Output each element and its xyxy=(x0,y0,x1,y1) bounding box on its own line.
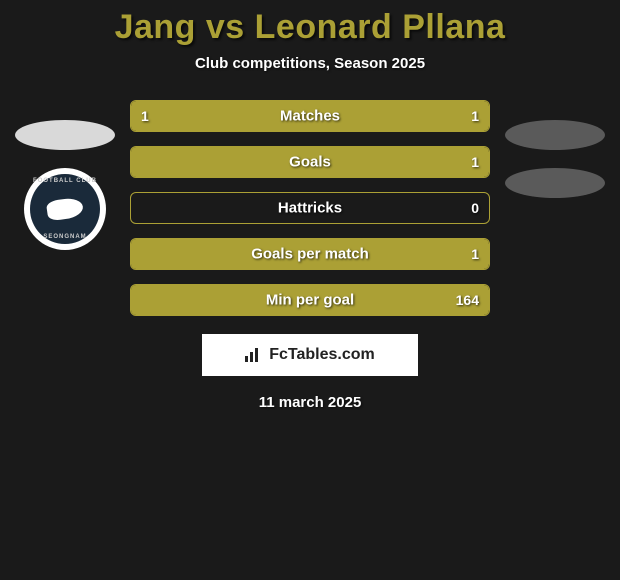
right-player-column xyxy=(500,120,610,198)
club-logo-inner: FOOTBALL CLUB SEONGNAM xyxy=(30,174,100,244)
stat-value-left: 1 xyxy=(141,108,149,124)
club-logo-top-text: FOOTBALL CLUB xyxy=(33,178,97,184)
club-logo-bird-icon xyxy=(46,197,84,222)
comparison-card: Jang vs Leonard Pllana Club competitions… xyxy=(0,0,620,411)
stat-bar: Goals 1 xyxy=(130,146,490,178)
stat-bar: Goals per match 1 xyxy=(130,238,490,270)
stat-bar: Hattricks 0 xyxy=(130,192,490,224)
club-logo-left: FOOTBALL CLUB SEONGNAM xyxy=(24,168,106,250)
player-right-ellipse-2 xyxy=(505,168,605,198)
subtitle: Club competitions, Season 2025 xyxy=(0,55,620,72)
stats-panel: Matches 1 1 Goals 1 Hattricks 0 Goals per match… xyxy=(130,100,490,316)
stat-label: Goals xyxy=(289,154,331,171)
bar-chart-icon xyxy=(245,348,263,362)
branding-text: FcTables.com xyxy=(269,346,375,364)
club-logo-bottom-text: SEONGNAM xyxy=(43,234,86,240)
stat-value-right: 1 xyxy=(471,246,479,262)
stat-bar: Matches 1 1 xyxy=(130,100,490,132)
left-player-column: FOOTBALL CLUB SEONGNAM xyxy=(10,120,120,250)
stat-label: Goals per match xyxy=(251,246,369,263)
stat-value-right: 1 xyxy=(471,154,479,170)
title: Jang vs Leonard Pllana xyxy=(0,8,620,47)
stat-bar: Min per goal 164 xyxy=(130,284,490,316)
stat-value-right: 1 xyxy=(471,108,479,124)
branding-box[interactable]: FcTables.com xyxy=(202,334,418,376)
stat-value-right: 0 xyxy=(471,200,479,216)
player-left-ellipse xyxy=(15,120,115,150)
date: 11 march 2025 xyxy=(0,394,620,411)
stat-value-right: 164 xyxy=(456,292,479,308)
stat-label: Hattricks xyxy=(278,200,342,217)
stat-label: Min per goal xyxy=(266,292,354,309)
player-right-ellipse-1 xyxy=(505,120,605,150)
stat-label: Matches xyxy=(280,108,340,125)
